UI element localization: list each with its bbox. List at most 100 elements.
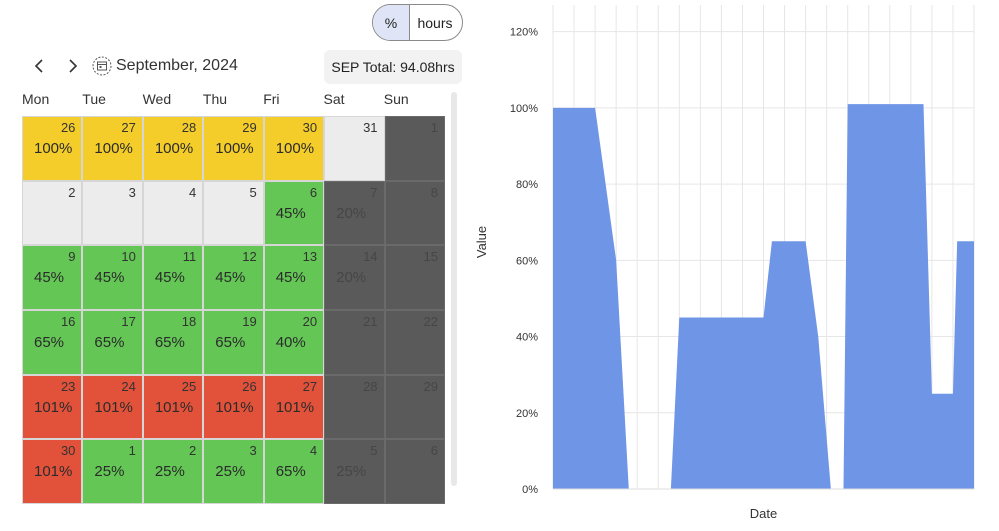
calendar-day-cell[interactable]: 18 65% [142,309,204,375]
day-value: 20% [336,269,367,287]
day-number: 27 [121,120,136,135]
day-number: 21 [363,313,378,329]
y-tick-label: 100% [510,103,538,115]
day-value: 45% [94,269,125,287]
day-number: 4 [189,184,197,200]
calendar-day-cell[interactable]: 3 25% [203,439,264,504]
day-number: 14 [363,249,378,265]
day-value: 101% [34,398,73,416]
calendar-day-cell[interactable]: 1 25% [82,439,143,504]
day-value: 101% [275,398,315,416]
day-value: 45% [154,269,185,287]
weekday-label: Tue [82,91,106,107]
calendar-day-cell[interactable]: 5 25% [324,439,385,504]
calendar-day-cell[interactable]: 4 [142,180,204,246]
calendar-day-cell[interactable]: 27 101% [263,374,325,440]
calendar-day-cell[interactable]: 25 101% [142,374,204,440]
calendar-day-cell[interactable]: 26 100% [22,116,83,181]
calendar-day-cell[interactable]: 8 [384,180,445,246]
day-value: 25% [336,463,367,481]
area-series [670,241,831,489]
day-number: 27 [302,378,318,394]
calendar-day-cell[interactable]: 11 45% [142,245,204,310]
calendar-day-cell[interactable]: 30 100% [263,116,325,181]
calendar-day-cell[interactable]: 7 20% [324,180,385,246]
calendar-day-cell[interactable]: 31 [324,116,385,181]
percent-toggle-button[interactable]: % [373,5,410,40]
calendar-day-cell[interactable]: 28 [324,374,385,440]
calendar-day-cell[interactable]: 16 65% [22,309,83,375]
calendar-scrollbar[interactable] [451,92,457,486]
weekday-label: Wed [142,91,172,107]
calendar-day-cell[interactable]: 20 40% [263,309,325,375]
calendar-day-cell[interactable]: 6 [384,439,445,504]
y-tick-label: 60% [516,255,538,267]
weekday-label: Fri [263,91,280,107]
calendar-day-cell[interactable]: 12 45% [203,245,264,310]
weekday-label: Sun [383,91,409,107]
calendar-day-cell[interactable]: 3 [82,180,143,246]
calendar-day-cell[interactable]: 9 45% [22,245,83,310]
day-value: 20% [336,204,367,222]
calendar-day-cell[interactable]: 5 [203,180,264,246]
calendar-day-cell[interactable]: 28 100% [142,116,204,181]
day-number: 6 [430,443,438,459]
day-number: 18 [181,313,197,329]
y-tick-label: 80% [516,179,538,191]
day-number: 23 [60,378,76,394]
day-value: 65% [94,333,125,351]
y-tick-label: 20% [516,408,538,420]
y-tick-label: 120% [510,27,538,39]
day-number: 28 [363,378,378,394]
calendar-day-cell[interactable]: 22 [384,309,445,375]
day-value: 101% [215,398,254,416]
calendar-day-cell[interactable]: 4 65% [263,439,325,504]
calendar-day-cell[interactable]: 17 65% [82,309,143,375]
calendar-day-cell[interactable]: 29 [384,374,445,440]
day-number: 2 [189,443,197,459]
month-picker[interactable]: September, 2024 [90,56,238,76]
day-value: 45% [34,269,65,287]
calendar-day-cell[interactable]: 10 45% [82,245,143,310]
calendar-day-cell[interactable]: 24 101% [82,374,143,440]
calendar-day-cell[interactable]: 14 20% [324,245,385,310]
calendar-day-cell[interactable]: 21 [324,309,385,375]
day-number: 12 [242,249,257,265]
hours-toggle-button[interactable]: hours [417,14,453,31]
day-value: 100% [275,140,315,157]
day-number: 3 [128,184,136,200]
calendar-day-cell[interactable]: 1 [384,116,445,181]
chevron-left-icon [34,59,43,73]
calendar-day-cell[interactable]: 30 101% [22,439,83,504]
day-number: 25 [181,378,197,394]
day-number: 29 [423,378,438,394]
calendar-day-cell[interactable]: 29 100% [203,116,264,181]
calendar-day-cell[interactable]: 26 101% [203,374,264,440]
day-number: 3 [249,443,257,459]
next-month-button[interactable] [56,50,90,82]
calendar-day-cell[interactable]: 15 [384,245,445,310]
day-number: 10 [121,249,136,265]
calendar-day-cell[interactable]: 2 25% [142,439,204,504]
calendar-day-cell[interactable]: 6 45% [263,180,325,246]
calendar-day-cell[interactable]: 27 100% [82,116,143,181]
prev-month-button[interactable] [22,50,56,82]
area-series [553,107,629,489]
day-number: 1 [430,120,438,135]
calendar-day-cell[interactable]: 23 101% [22,374,83,440]
calendar-day-cell[interactable]: 19 65% [203,309,264,375]
calendar-day-cell[interactable]: 13 45% [263,245,325,310]
utilization-chart: 0% 20% 40% 60% 80% 100% 120% Date Value [474,5,975,521]
day-value: 65% [34,333,65,351]
day-value: 45% [275,269,306,287]
day-number: 7 [370,184,378,200]
month-label: September, 2024 [116,57,238,74]
day-value: 65% [215,333,246,351]
day-number: 5 [249,184,257,200]
calendar-day-cell[interactable]: 2 [22,180,83,246]
y-tick-label: 40% [516,332,538,344]
day-number: 31 [363,120,378,135]
weekday-label: Mon [22,91,50,107]
day-number: 20 [302,313,318,329]
day-number: 8 [430,184,438,200]
